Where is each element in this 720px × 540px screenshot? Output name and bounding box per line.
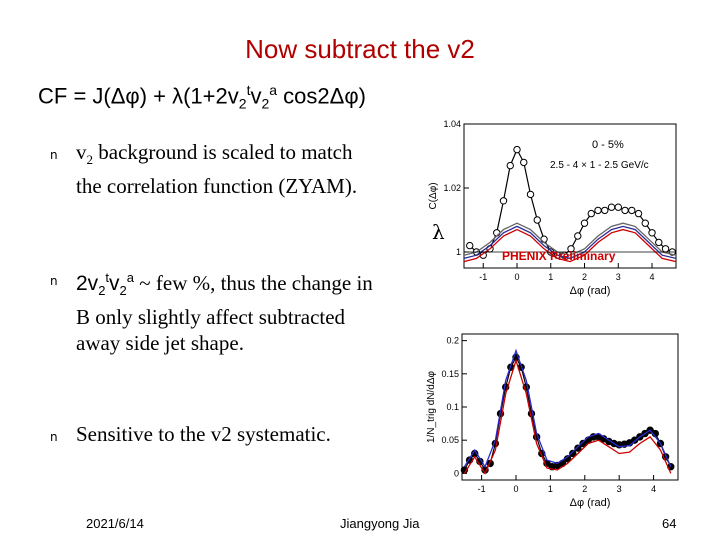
bullet-text: background is scaled to match the correl… [76,140,358,199]
background-curve [463,228,677,263]
data-point [466,241,474,250]
formula-text: CF = J( [38,83,111,109]
x-tick-label: 1 [548,484,553,494]
x-tick-label: 3 [616,272,621,282]
y-tick-label: 1.02 [443,183,461,193]
pt-annotation: 2.5 - 4 × 1 - 2.5 GeV/c [550,160,649,171]
formula-text: (1+2v [183,83,239,109]
data-point [621,206,629,215]
lambda-label: λ [432,220,445,244]
formula-text: ) [358,83,366,109]
data-point [661,245,670,253]
data-point [641,219,649,227]
slide-title: Now subtract the v2 [245,34,475,64]
background-curve [463,225,677,260]
correlation-function-plot: -1 0 1 2 3 4 1.04 1.02 1 Δφ (rad) C(Δφ) 0 - 5% 2.5 -… [428,119,677,297]
data-point [569,449,577,458]
data-point [655,238,663,247]
centrality-annotation: 0 - 5% [592,139,624,151]
y-tick-label: 0.05 [441,435,459,445]
y-axis-label: 1/N_trig dN/dΔφ [426,370,437,443]
data-point [648,229,656,237]
formula-text: Δφ [329,83,359,109]
bullet-subscript: 2 [86,152,94,168]
y-tick-label: 0 [454,468,459,478]
formula-text: cos2 [277,83,330,109]
plot-frame [463,123,677,269]
y-tick-label: 1.04 [443,119,461,129]
bullet-marker: n [50,274,58,288]
x-tick-label: 0 [514,272,519,282]
phenix-preliminary-label: PHENIX Preliminary [502,249,616,263]
formula-text: λ [172,83,184,109]
bullet-superscript: a [126,270,135,285]
data-point [634,209,643,218]
bullet-marker: n [50,148,58,162]
x-axis-label: Δφ (rad) [570,285,611,297]
y-axis-label: C(Δφ) [428,182,439,209]
x-tick-label: 2 [582,484,587,494]
bullet-text: ~ few %, thus the change in B only sligh… [76,271,373,356]
x-tick-label: 1 [548,272,553,282]
formula-superscript: t [246,82,251,98]
data-line [463,355,672,472]
data-point [601,206,609,215]
footer-author: Jiangyong Jia [340,516,420,531]
background-curve [463,222,677,256]
footer-date: 2021/6/14 [86,516,144,531]
bullet-2: 2v2tv2a ~ few %, thus the change in B on… [76,265,376,356]
bullet-marker: n [50,430,58,444]
formula-superscript: a [269,82,278,98]
formula: CF = J(Δφ) + λ(1+2v2tv2a cos2Δφ) [38,82,366,112]
y-tick-label: 0.1 [446,402,459,412]
data-point [520,158,528,167]
formula-text: Δφ [110,83,140,109]
bullet-superscript: t [105,270,110,285]
formula-text: ) + [139,83,173,109]
data-point [526,190,535,199]
per-trigger-yield-plot: -1 0 1 2 3 4 0.2 0.15 0.1 0.05 0 Δφ (rad) 1/N_trig d… [426,333,679,509]
data-point [574,232,582,240]
y-tick-label: 0.15 [441,369,459,379]
data-point [607,203,616,211]
data-point [579,439,587,448]
x-axis-label: Δφ (rad) [570,497,611,509]
data-point [614,203,622,211]
bullet-1: v2 background is scaled to match the cor… [76,139,366,199]
bullet-text: v [109,272,120,295]
formula-text: v [250,83,262,109]
x-tick-label: 4 [650,272,655,282]
y-tick-label: 1 [456,247,461,257]
y-tick-label: 0.2 [446,336,459,346]
bullet-subscript: 2 [98,283,106,299]
data-point [540,235,548,243]
data-point [574,444,582,452]
background-curve [463,358,672,475]
x-tick-label: 4 [651,484,656,494]
data-point [513,145,521,154]
background-curve [463,348,672,469]
data-point [506,161,514,170]
data-point [628,206,636,215]
data-point [493,229,501,237]
x-tick-label: -1 [479,272,487,282]
data-point [594,206,602,215]
bullet-text: 2v [76,272,99,295]
data-point [533,216,541,224]
formula-subscript: 2 [261,95,270,112]
x-tick-label: 3 [617,484,622,494]
bullet-3: Sensitive to the v2 systematic. [76,422,331,446]
data-point [580,219,589,227]
bullet-subscript: 2 [119,283,127,299]
data-point [499,197,508,205]
footer-page-number: 64 [662,516,677,531]
x-tick-label: 2 [582,272,587,282]
x-tick-label: 0 [513,484,518,494]
bullet-text: v [76,140,87,164]
formula-subscript: 2 [238,95,247,112]
data-point [587,209,595,218]
x-tick-label: -1 [478,484,486,494]
